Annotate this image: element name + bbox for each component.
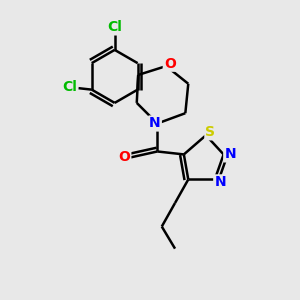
Text: S: S [206, 125, 215, 139]
Text: O: O [118, 150, 130, 164]
Text: N: N [149, 116, 161, 130]
Text: N: N [224, 147, 236, 161]
Text: N: N [214, 176, 226, 189]
Text: O: O [164, 57, 176, 71]
Text: Cl: Cl [107, 20, 122, 34]
Text: Cl: Cl [62, 80, 77, 94]
